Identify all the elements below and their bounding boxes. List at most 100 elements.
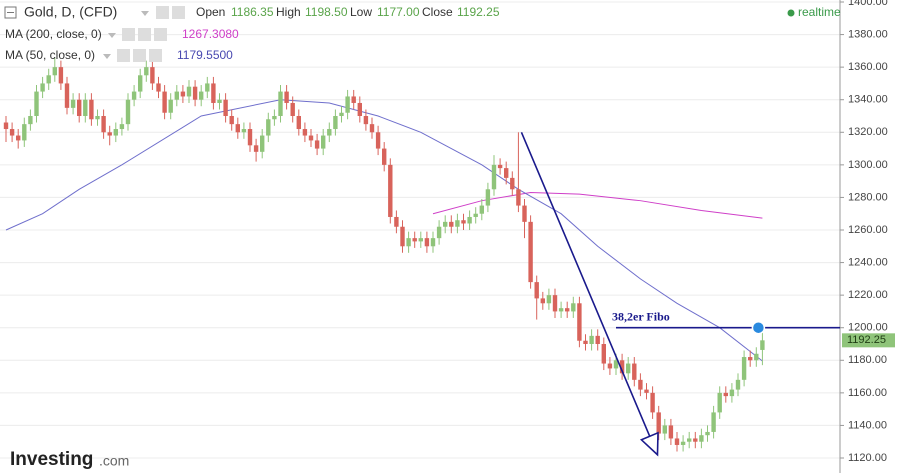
candle-body <box>272 116 277 120</box>
moving-average-line <box>5 99 763 362</box>
candle-body <box>449 221 454 227</box>
candle-body <box>211 83 216 103</box>
candle-body <box>613 360 619 369</box>
candle-body <box>607 363 613 369</box>
last-price-tag <box>842 333 895 348</box>
candle-body <box>144 67 149 76</box>
candle-body <box>644 389 649 393</box>
candle-body <box>729 389 735 397</box>
fibo-label: 38,2er Fibo <box>612 309 670 323</box>
settings-icon[interactable] <box>117 49 130 62</box>
candle-body <box>467 216 472 224</box>
y-tick-label: 1160.00 <box>848 387 887 399</box>
low-value: 1177.00 <box>377 5 420 19</box>
candle-body <box>680 441 686 445</box>
candle-body <box>34 91 39 116</box>
ma50-value: 1179.5500 <box>177 48 233 62</box>
candle-body <box>241 129 247 133</box>
realtime-label: realtime <box>798 5 841 19</box>
candle-body <box>461 220 466 224</box>
candle-body <box>40 83 45 92</box>
close-icon[interactable] <box>172 6 185 19</box>
candle-body <box>168 99 173 113</box>
hide-icon[interactable] <box>133 49 146 62</box>
y-tick-label: 1200.00 <box>848 322 888 334</box>
realtime-dot <box>787 9 795 17</box>
candle-body <box>412 238 417 242</box>
candle-body <box>156 83 161 92</box>
candle-body <box>394 216 399 227</box>
high-value: 1198.50 <box>305 5 348 19</box>
close-icon[interactable] <box>154 28 167 41</box>
candle-body <box>705 431 710 436</box>
high-label: High <box>276 5 301 19</box>
candle-body <box>77 99 82 116</box>
candle-body <box>534 282 539 299</box>
candle-body <box>638 379 643 390</box>
candle-body <box>406 238 411 247</box>
candle-body <box>284 91 289 103</box>
y-tick-label: 1120.00 <box>848 452 887 464</box>
candle-body <box>89 99 94 120</box>
candle-body <box>205 83 210 92</box>
candle-body <box>131 91 137 100</box>
collapse-icon[interactable] <box>4 6 17 19</box>
candle-body <box>46 75 51 84</box>
candle-body <box>107 132 112 136</box>
symbol-title: Gold, D, (CFD) <box>24 4 117 20</box>
settings-icon[interactable] <box>122 28 135 41</box>
y-tick-label: 1320.00 <box>848 126 888 138</box>
y-tick-label: 1180.00 <box>848 354 887 366</box>
low-label: Low <box>350 5 372 19</box>
candle-body <box>662 425 667 434</box>
candle-body <box>741 357 747 380</box>
candle-body <box>528 221 533 283</box>
candle-body <box>400 226 405 247</box>
close-value: 1192.25 <box>457 5 500 19</box>
candle-body <box>95 116 100 120</box>
ma50-label: MA (50, close, 0) <box>5 48 95 62</box>
candle-body <box>687 438 692 442</box>
ma200-label: MA (200, close, 0) <box>5 27 102 41</box>
candle-body <box>626 363 631 374</box>
dropdown-icon[interactable] <box>108 33 116 38</box>
candle-body <box>278 91 283 116</box>
header: Gold, D, (CFD) Open 1186.35 High 1198.50… <box>4 4 841 62</box>
candle-body <box>595 335 600 344</box>
candle-body <box>296 116 301 130</box>
candle-body <box>64 83 70 108</box>
candle-body <box>333 116 338 130</box>
settings-icon[interactable] <box>156 6 169 19</box>
candle-body <box>504 168 509 178</box>
close-icon[interactable] <box>149 49 162 62</box>
candle-body <box>497 164 503 169</box>
candle-body <box>125 99 131 125</box>
candle-body <box>113 129 118 136</box>
dropdown-icon[interactable] <box>103 54 111 59</box>
candle-body <box>650 392 655 413</box>
candle-body <box>369 124 375 133</box>
candle-body <box>174 91 179 100</box>
candle-body <box>192 86 198 100</box>
candle-body <box>339 112 344 116</box>
candle-body <box>162 91 167 113</box>
close-label: Close <box>422 5 453 19</box>
y-tick-label: 1340.00 <box>848 94 888 106</box>
y-tick-label: 1260.00 <box>848 224 888 236</box>
candle-body <box>22 124 27 141</box>
candle-body <box>430 238 436 247</box>
candle-body <box>3 122 9 130</box>
y-tick-label: 1140.00 <box>848 419 887 431</box>
candle-body <box>711 412 716 432</box>
candle-body <box>58 67 64 84</box>
candle-body <box>382 148 387 165</box>
hide-icon[interactable] <box>138 28 151 41</box>
candle-body <box>180 91 186 97</box>
candle-body <box>479 205 484 214</box>
dropdown-icon[interactable] <box>141 11 149 16</box>
candle-body <box>314 140 320 149</box>
candle-body <box>186 86 192 97</box>
candle-body <box>436 226 442 239</box>
